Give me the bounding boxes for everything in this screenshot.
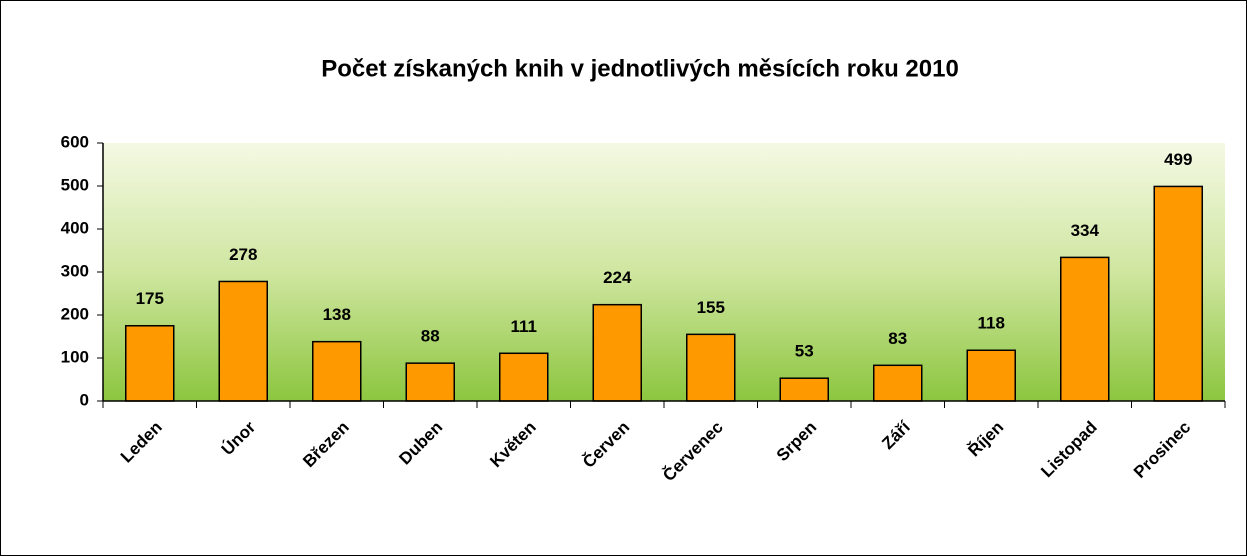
data-label: 83 [888, 329, 907, 348]
bar [1153, 185, 1203, 402]
plot-area [103, 143, 1225, 401]
bar [779, 377, 829, 402]
bar [125, 325, 175, 402]
y-tick-label: 0 [80, 390, 89, 409]
bar [873, 364, 923, 402]
bar [1060, 256, 1110, 402]
y-tick-label: 100 [61, 347, 89, 366]
data-label: 334 [1071, 221, 1100, 240]
data-label: 155 [697, 298, 725, 317]
bar [686, 333, 736, 402]
bar [966, 349, 1016, 402]
data-label: 278 [229, 245, 257, 264]
y-tick-label: 500 [61, 175, 89, 194]
y-tick-label: 600 [61, 132, 89, 151]
bar [405, 362, 455, 402]
data-label: 53 [795, 342, 814, 361]
data-label: 111 [511, 317, 538, 336]
data-label: 175 [136, 289, 164, 308]
y-tick-label: 200 [61, 304, 89, 323]
bar [312, 340, 362, 402]
y-tick-label: 400 [61, 218, 89, 237]
data-label: 224 [603, 268, 632, 287]
bar [592, 303, 642, 402]
bar [218, 280, 268, 402]
chart-title: Počet získaných knih v jednotlivých měsí… [321, 55, 959, 82]
bar [499, 352, 549, 402]
data-label: 88 [421, 327, 440, 346]
data-label: 138 [323, 305, 351, 324]
data-label: 118 [978, 314, 1005, 333]
y-tick-label: 300 [61, 261, 89, 280]
data-label: 499 [1164, 150, 1192, 169]
